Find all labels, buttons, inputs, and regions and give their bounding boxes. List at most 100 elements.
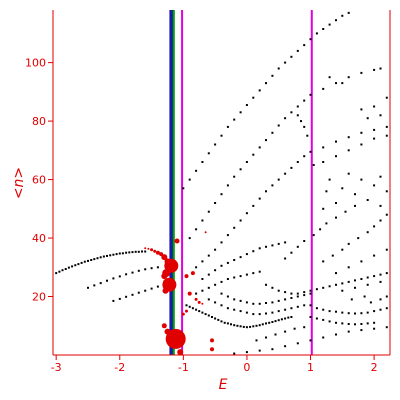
highlight-point	[161, 273, 168, 280]
data-point	[64, 268, 67, 270]
data-point	[67, 266, 70, 269]
data-point	[277, 319, 280, 322]
data-point	[296, 105, 299, 108]
data-point	[195, 308, 198, 311]
data-point	[322, 286, 325, 289]
data-point	[303, 155, 306, 158]
data-point	[341, 282, 344, 285]
data-point	[347, 242, 350, 245]
data-point	[233, 308, 236, 311]
data-point	[87, 286, 89, 289]
data-point	[245, 311, 248, 314]
highlight-point	[155, 250, 160, 255]
data-point	[195, 266, 198, 269]
data-point	[121, 252, 124, 255]
data-point	[230, 323, 232, 326]
data-point	[379, 175, 382, 178]
data-point	[144, 268, 147, 271]
data-point	[385, 134, 388, 137]
highlight-point	[181, 312, 185, 316]
x-tick-label: -2	[114, 361, 125, 374]
data-point	[226, 125, 229, 128]
data-point	[366, 322, 369, 325]
data-point	[309, 38, 312, 41]
data-point	[363, 295, 366, 298]
data-point	[242, 325, 245, 328]
data-point	[360, 323, 363, 325]
data-point	[373, 68, 376, 71]
data-point	[385, 295, 388, 298]
data-point	[319, 228, 322, 231]
data-point	[255, 324, 258, 327]
data-point	[277, 289, 280, 292]
data-point	[322, 146, 325, 149]
data-point	[239, 275, 242, 278]
highlight-point	[197, 300, 201, 304]
data-point	[252, 153, 255, 156]
data-point	[328, 76, 331, 79]
data-point	[99, 282, 102, 285]
data-point	[144, 250, 147, 253]
data-point	[268, 321, 271, 324]
data-point	[335, 321, 337, 324]
data-point	[252, 313, 255, 316]
data-point	[255, 339, 258, 342]
data-point	[239, 310, 242, 313]
highlight-point	[165, 328, 186, 349]
data-point	[106, 279, 108, 282]
data-point	[201, 161, 204, 163]
data-point	[347, 312, 350, 315]
data-point	[284, 317, 287, 320]
data-point	[245, 273, 248, 276]
data-point	[385, 326, 388, 329]
data-point	[118, 275, 121, 278]
data-point	[354, 193, 356, 196]
highlight-point	[164, 258, 171, 265]
data-point	[290, 292, 293, 295]
data-point	[258, 247, 261, 250]
data-point	[373, 275, 376, 278]
data-point	[373, 128, 376, 131]
data-point	[379, 280, 382, 283]
data-point	[309, 339, 312, 342]
data-point	[360, 108, 363, 111]
data-point	[258, 146, 261, 149]
data-point	[354, 323, 356, 326]
data-point	[335, 82, 337, 85]
data-point	[226, 234, 229, 237]
data-point	[284, 61, 287, 64]
data-point	[118, 252, 121, 255]
data-point	[328, 310, 331, 313]
data-point	[322, 161, 325, 163]
data-point	[309, 93, 312, 96]
data-point	[366, 199, 369, 201]
data-point	[344, 210, 347, 213]
data-point	[379, 114, 382, 117]
data-point	[258, 89, 261, 92]
data-point	[258, 313, 261, 316]
data-point	[156, 266, 159, 269]
data-point	[233, 298, 236, 301]
data-point	[354, 286, 356, 289]
data-point	[290, 55, 293, 58]
data-point	[293, 327, 296, 330]
data-point	[112, 277, 115, 280]
data-point	[195, 228, 198, 231]
data-point	[271, 244, 274, 247]
data-point	[284, 241, 287, 244]
data-point	[220, 320, 223, 323]
data-point	[245, 301, 248, 304]
data-point	[131, 251, 134, 254]
data-point	[188, 305, 191, 308]
data-point	[290, 166, 293, 169]
y-tick-label: 80	[32, 115, 46, 128]
data-point	[373, 327, 376, 330]
data-point	[233, 324, 236, 327]
data-point	[296, 161, 299, 163]
data-point	[188, 237, 191, 240]
data-point	[93, 258, 96, 261]
data-point	[261, 323, 264, 326]
data-point	[134, 250, 137, 253]
data-point	[385, 248, 388, 251]
